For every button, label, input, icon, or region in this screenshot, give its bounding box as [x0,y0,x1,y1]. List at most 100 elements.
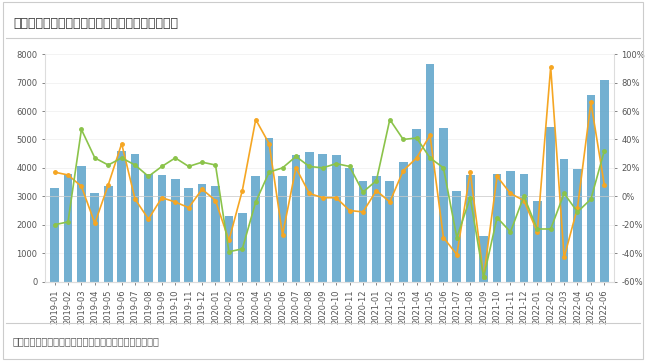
Bar [291,155,300,282]
同比 [306,164,313,169]
环比 [278,232,286,237]
Bar [345,168,354,282]
环比 [78,184,85,188]
同比 [587,197,595,201]
环比 [225,238,233,243]
Bar [77,166,86,282]
Bar [318,154,327,282]
环比 [453,252,461,257]
环比 [346,208,353,213]
同比 [453,235,461,240]
Bar [144,174,153,282]
Text: 数据来源：各土地储备中心、诸葛找房数据研究中心整理: 数据来源：各土地储备中心、诸葛找房数据研究中心整理 [13,336,160,346]
环比 [212,199,220,203]
Bar [479,236,488,282]
同比 [118,156,125,160]
Bar [305,152,314,282]
同比 [373,178,380,183]
Bar [130,154,140,282]
环比 [332,196,340,200]
Bar [519,174,528,282]
Bar [211,186,220,282]
同比 [466,196,474,200]
环比 [158,196,166,200]
同比 [91,156,99,160]
同比 [105,163,112,167]
同比 [359,190,367,194]
同比 [520,194,528,199]
环比 [185,205,193,210]
Bar [587,95,595,282]
同比 [346,164,353,169]
同比 [399,137,407,142]
同比 [51,222,59,227]
环比 [560,255,568,260]
Bar [452,191,461,282]
Bar [547,127,555,282]
Bar [600,80,609,282]
环比 [439,235,447,240]
Bar [533,201,541,282]
环比 [118,142,125,146]
环比 [252,117,260,122]
Bar [90,193,99,282]
Bar [238,213,247,282]
Text: 图：全国重点城市月度成交楼面价及同环比走势图: 图：全国重点城市月度成交楼面价及同环比走势图 [13,17,178,30]
同比 [171,156,179,160]
环比 [587,100,595,105]
同比 [266,170,273,174]
Bar [426,64,434,282]
环比 [373,188,380,193]
环比 [306,191,313,196]
同比 [493,216,501,220]
同比 [534,227,541,231]
环比 [547,65,554,69]
同比 [225,249,233,254]
Bar [573,169,582,282]
环比 [319,196,327,200]
环比 [105,183,112,187]
同比 [212,163,220,167]
环比 [574,205,581,210]
Bar [399,162,408,282]
Bar [184,188,193,282]
同比 [426,156,434,160]
环比 [480,275,488,279]
Bar [158,175,166,282]
同比 [131,163,139,167]
同比 [600,149,608,153]
环比 [600,183,608,187]
环比 [426,133,434,137]
同比 [560,191,568,196]
同比 [198,160,206,164]
Bar [372,177,380,282]
环比 [131,197,139,201]
环比 [399,169,407,173]
Bar [412,130,421,282]
环比 [359,210,367,214]
同比 [480,275,488,279]
同比 [238,247,246,251]
Bar [225,216,233,282]
同比 [158,164,166,169]
同比 [574,210,581,214]
同比 [439,166,447,170]
Bar [439,128,448,282]
Bar [559,159,568,282]
环比 [520,199,528,203]
同比 [185,164,193,169]
Bar [251,177,260,282]
Bar [50,188,59,282]
Bar [198,183,207,282]
同比 [292,155,300,159]
Bar [386,180,394,282]
环比 [171,200,179,204]
Bar [265,138,273,282]
环比 [506,191,514,196]
同比 [332,161,340,166]
Bar [359,180,368,282]
环比 [64,173,72,177]
环比 [292,166,300,170]
环比 [91,221,99,226]
环比 [198,187,206,191]
